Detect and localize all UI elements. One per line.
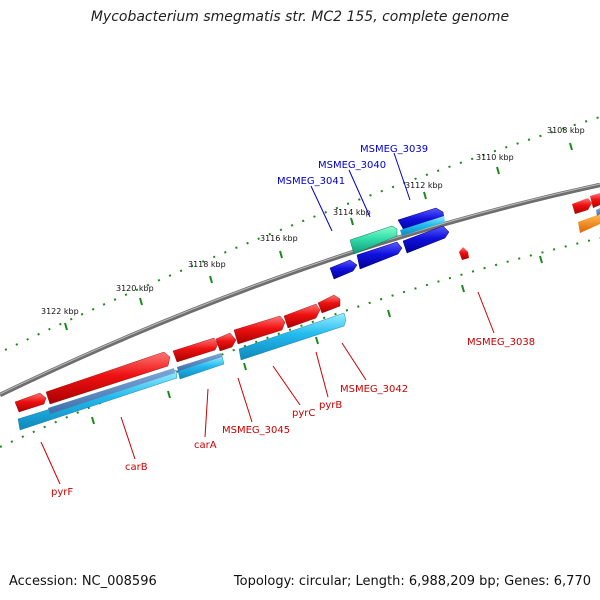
leader-line-msmeg-3040 [348, 169, 371, 218]
gene-feature-carb[interactable] [45, 351, 171, 405]
leader-line-msmeg-3038 [477, 291, 495, 334]
major-tick [243, 362, 247, 371]
tick-label: 3122 kbp [41, 307, 79, 316]
major-tick [539, 255, 543, 264]
gene-feature-cara[interactable] [172, 337, 219, 363]
major-tick [350, 217, 354, 226]
gene-feature-msmeg-3041[interactable] [356, 241, 403, 270]
gene-label-pyrc: pyrC [292, 408, 315, 419]
gene-label-msmeg-3041: MSMEG_3041 [277, 176, 345, 187]
leader-line-pyrb [315, 351, 329, 398]
gene-feature-steel-band-left [48, 368, 175, 414]
major-tick [139, 297, 143, 306]
gene-feature-pyrf[interactable] [14, 392, 47, 413]
leader-line-msmeg-3041 [310, 185, 333, 232]
gene-feature-msmeg-3040[interactable] [349, 225, 398, 255]
gene-feature-msmeg-3042[interactable] [317, 294, 341, 314]
major-tick [423, 191, 427, 200]
gene-feature-msmeg-3038[interactable] [459, 247, 469, 260]
tick-label: 3112 kbp [405, 181, 443, 190]
tick-label: 3120 kbp [116, 284, 154, 293]
major-tick [496, 166, 500, 175]
gene-label-cara: carA [194, 440, 217, 451]
tick-label: 3118 kbp [188, 260, 226, 269]
leader-line-msmeg-3039 [393, 152, 411, 201]
major-tick [209, 275, 213, 284]
major-tick [279, 250, 283, 259]
genome-backbone [0, 182, 600, 398]
gene-feature-msmeg-3041b[interactable] [329, 259, 358, 280]
gene-feature-cyan-band-right[interactable] [238, 312, 347, 361]
genome-summary-text: Topology: circular; Length: 6,988,209 bp… [233, 574, 591, 589]
major-tick [387, 309, 391, 318]
gene-label-pyrb: pyrB [319, 400, 342, 411]
gene-label-msmeg-3040: MSMEG_3040 [318, 160, 386, 171]
major-tick [569, 142, 573, 151]
gene-feature-msmeg-3045[interactable] [215, 332, 237, 352]
gene-feature-edge-steel [596, 208, 600, 216]
leader-line-pyrc [272, 365, 301, 406]
major-tick [461, 284, 465, 293]
major-tick [167, 390, 171, 399]
gene-feature-pyrb[interactable] [283, 303, 321, 329]
major-tick [91, 416, 95, 425]
gene-feature-edge-red-b[interactable] [590, 193, 600, 208]
gene-feature-edge-red[interactable] [572, 198, 592, 214]
gene-feature-msmeg-3040b[interactable] [402, 225, 450, 254]
leader-line-msmeg-3042 [341, 342, 367, 381]
gene-label-msmeg-3042: MSMEG_3042 [340, 384, 408, 395]
gene-feature-msmeg-3039-shadow [400, 216, 445, 236]
gene-feature-edge-orange[interactable] [578, 214, 600, 233]
tick-label: 3116 kbp [260, 234, 298, 243]
tick-label: 3110 kbp [476, 153, 514, 162]
leader-line-msmeg-3045 [237, 377, 253, 423]
gene-label-carb: carB [125, 462, 148, 473]
accession-text: Accession: NC_008596 [9, 574, 157, 589]
gene-label-msmeg-3039: MSMEG_3039 [360, 144, 428, 155]
gene-label-pyrf: pyrF [51, 487, 73, 498]
gene-feature-steel-band-mid [177, 353, 222, 371]
leader-line-carb [120, 416, 136, 460]
major-tick [64, 322, 68, 331]
gene-label-msmeg-3038: MSMEG_3038 [467, 337, 535, 348]
tick-label: 3114 kbp [333, 208, 371, 217]
leader-line-cara [204, 388, 209, 438]
map-title: Mycobacterium smegmatis str. MC2 155, co… [90, 9, 510, 25]
genome-backbone-highlight [0, 183, 600, 395]
gene-label-msmeg-3045: MSMEG_3045 [222, 425, 290, 436]
leader-line-pyrf [40, 441, 61, 485]
gene-feature-pyrc[interactable] [233, 315, 286, 345]
tick-label: 3108 kbp [547, 126, 585, 135]
major-tick [315, 336, 319, 345]
